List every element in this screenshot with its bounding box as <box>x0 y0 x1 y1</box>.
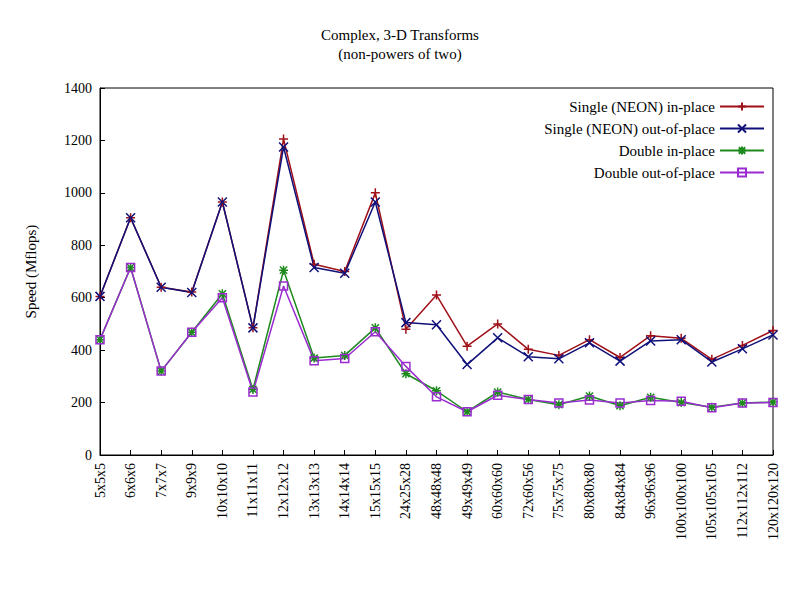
svg-text:24x25x28: 24x25x28 <box>398 463 413 519</box>
svg-text:120x120x120: 120x120x120 <box>766 463 781 540</box>
svg-text:(non-powers of two): (non-powers of two) <box>338 46 461 63</box>
svg-text:800: 800 <box>71 238 92 253</box>
svg-text:Speed (Mflops): Speed (Mflops) <box>23 225 40 319</box>
svg-text:Single (NEON) in-place: Single (NEON) in-place <box>569 99 715 116</box>
svg-text:49x49x49: 49x49x49 <box>460 463 475 519</box>
svg-text:400: 400 <box>71 343 92 358</box>
svg-text:Double out-of-place: Double out-of-place <box>594 165 716 181</box>
svg-text:13x13x13: 13x13x13 <box>307 463 322 519</box>
svg-text:84x84x84: 84x84x84 <box>613 463 628 519</box>
svg-text:0: 0 <box>85 448 92 463</box>
svg-text:96x96x96: 96x96x96 <box>643 463 658 519</box>
svg-text:48x48x48: 48x48x48 <box>429 463 444 519</box>
svg-text:600: 600 <box>71 290 92 305</box>
svg-text:6x6x6: 6x6x6 <box>123 463 138 498</box>
svg-text:100x100x100: 100x100x100 <box>674 463 689 540</box>
svg-text:1400: 1400 <box>64 81 92 96</box>
svg-text:9x9x9: 9x9x9 <box>184 463 199 498</box>
svg-text:12x12x12: 12x12x12 <box>276 463 291 519</box>
svg-text:105x105x105: 105x105x105 <box>704 463 719 540</box>
svg-text:Single (NEON) out-of-place: Single (NEON) out-of-place <box>544 121 715 138</box>
svg-text:14x14x14: 14x14x14 <box>337 463 352 519</box>
svg-text:5x5x5: 5x5x5 <box>93 463 108 498</box>
svg-text:7x7x7: 7x7x7 <box>154 463 169 498</box>
svg-text:1200: 1200 <box>64 133 92 148</box>
svg-text:200: 200 <box>71 395 92 410</box>
svg-text:Double in-place: Double in-place <box>619 143 716 159</box>
svg-text:Complex, 3-D Transforms: Complex, 3-D Transforms <box>321 27 479 43</box>
svg-text:11x11x11: 11x11x11 <box>245 463 260 517</box>
svg-text:10x10x10: 10x10x10 <box>215 463 230 519</box>
svg-text:60x60x60: 60x60x60 <box>490 463 505 519</box>
svg-text:15x15x15: 15x15x15 <box>368 463 383 519</box>
svg-text:1000: 1000 <box>64 185 92 200</box>
svg-text:80x80x80: 80x80x80 <box>582 463 597 519</box>
svg-text:75x75x75: 75x75x75 <box>551 463 566 519</box>
svg-text:72x60x56: 72x60x56 <box>521 463 536 519</box>
svg-text:112x112x112: 112x112x112 <box>735 463 750 538</box>
